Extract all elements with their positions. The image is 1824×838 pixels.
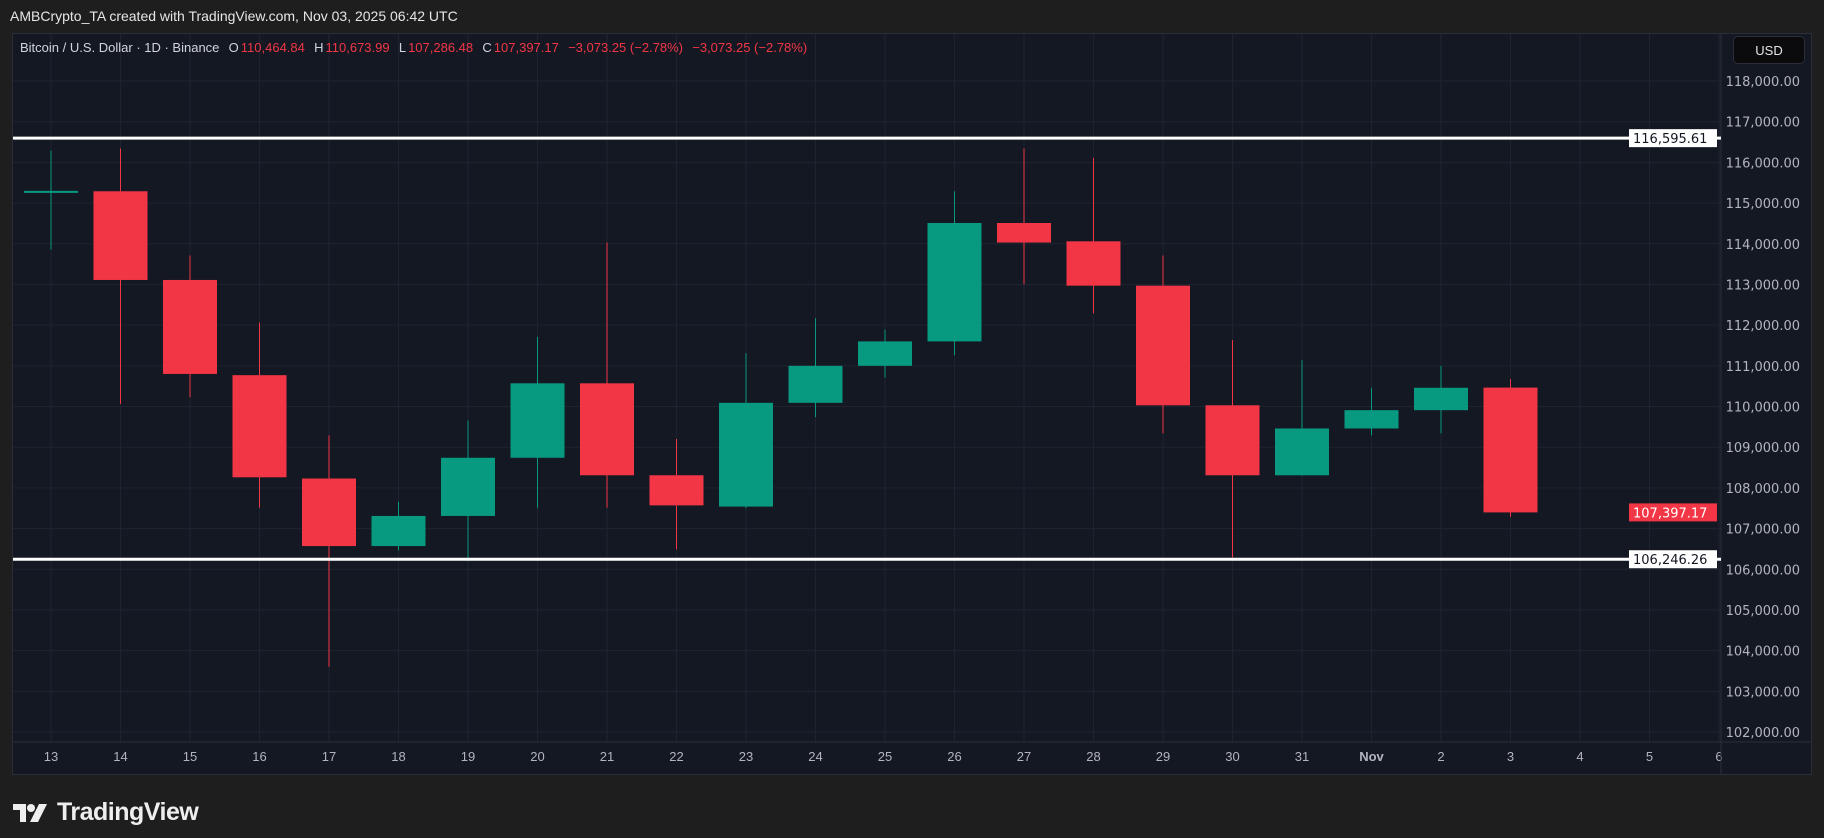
- change-value-2: −3,073.25 (−2.78%): [692, 40, 808, 55]
- x-tick-label: 28: [1086, 749, 1100, 764]
- y-tick-label: 102,000.00: [1726, 726, 1800, 741]
- candle-body: [997, 222, 1051, 243]
- candle-body: [649, 475, 704, 506]
- x-tick-label: 19: [461, 749, 475, 764]
- y-tick-label: 107,000.00: [1726, 523, 1800, 538]
- candle-body: [1136, 285, 1190, 406]
- y-tick-label: 116,000.00: [1726, 156, 1800, 171]
- close-label: C: [482, 40, 492, 55]
- tradingview-logo[interactable]: TradingView: [13, 798, 199, 827]
- last-price-label: 107,397.17: [1633, 506, 1707, 521]
- open-value: 110,464.84: [240, 40, 305, 55]
- last-price-tag: [1629, 503, 1717, 522]
- candle-body: [1344, 410, 1399, 429]
- level-price-tag: [1629, 550, 1717, 569]
- y-tick-label: 114,000.00: [1726, 238, 1800, 253]
- candle-body: [580, 383, 634, 476]
- high-value: 110,673.99: [325, 40, 390, 55]
- x-tick-label: 22: [669, 749, 683, 764]
- low-label: L: [398, 40, 407, 55]
- y-tick-label: 117,000.00: [1726, 116, 1800, 131]
- ohlc-legend: Bitcoin / U.S. Dollar · 1D · Binance O 11…: [20, 40, 809, 55]
- brand-name: TradingView: [57, 798, 199, 826]
- y-tick-label: 109,000.00: [1726, 441, 1800, 456]
- x-tick-label: 23: [739, 749, 753, 764]
- x-tick-label: 3: [1507, 749, 1514, 764]
- x-tick-label: 21: [600, 749, 614, 764]
- x-tick-label: 4: [1576, 749, 1583, 764]
- candle-body: [163, 279, 217, 374]
- x-tick-label: 24: [808, 749, 822, 764]
- open-label: O: [228, 40, 239, 55]
- x-tick-label: 25: [878, 749, 892, 764]
- level-price-label: 116,595.61: [1633, 132, 1707, 147]
- x-tick-label: 20: [530, 749, 544, 764]
- currency-button[interactable]: USD: [1733, 36, 1805, 64]
- chart-credit: AMBCrypto_TA created with TradingView.co…: [10, 8, 458, 24]
- low-value: 107,286.48: [408, 40, 474, 55]
- x-tick-label: 27: [1017, 749, 1031, 764]
- candle-body: [302, 478, 356, 547]
- x-tick-label: 15: [183, 749, 197, 764]
- level-price-label: 106,246.26: [1633, 553, 1707, 568]
- candle-body: [371, 515, 426, 547]
- high-label: H: [314, 40, 324, 55]
- y-tick-label: 105,000.00: [1726, 604, 1800, 619]
- y-tick-label: 113,000.00: [1726, 278, 1800, 293]
- x-tick-label: 30: [1225, 749, 1239, 764]
- candle-body: [1275, 428, 1329, 476]
- x-tick-label: 31: [1295, 749, 1309, 764]
- tradingview-logo-icon: [13, 803, 47, 822]
- candle-body: [719, 402, 773, 507]
- x-tick-label: 2: [1437, 749, 1444, 764]
- candle-body: [510, 383, 565, 458]
- x-tick-label: 6: [1715, 749, 1722, 764]
- candle-body: [1414, 387, 1468, 411]
- candle-body: [232, 375, 287, 478]
- candle-body: [927, 222, 982, 342]
- candle-body: [1483, 387, 1538, 513]
- y-tick-label: 115,000.00: [1726, 197, 1800, 212]
- close-value: 107,397.17: [493, 40, 559, 55]
- x-tick-label: 5: [1646, 749, 1653, 764]
- y-tick-label: 112,000.00: [1726, 319, 1800, 334]
- change-value: −3,073.25 (−2.78%): [568, 40, 684, 55]
- y-tick-label: 106,000.00: [1726, 563, 1800, 578]
- y-tick-label: 118,000.00: [1726, 75, 1800, 90]
- x-tick-label: Nov: [1359, 749, 1384, 764]
- x-tick-label: 26: [947, 749, 961, 764]
- y-tick-label: 103,000.00: [1726, 685, 1800, 700]
- x-tick-label: 17: [322, 749, 336, 764]
- symbol-label[interactable]: Bitcoin / U.S. Dollar · 1D · Binance: [20, 40, 220, 55]
- candle-body: [858, 341, 912, 366]
- x-tick-label: 18: [391, 749, 405, 764]
- candle-body: [441, 457, 495, 516]
- x-tick-label: 14: [113, 749, 127, 764]
- candle-body: [1066, 241, 1121, 286]
- x-tick-label: 13: [44, 749, 58, 764]
- candle-body: [788, 365, 843, 403]
- y-tick-label: 108,000.00: [1726, 482, 1800, 497]
- x-tick-label: 16: [252, 749, 266, 764]
- y-tick-label: 110,000.00: [1726, 401, 1800, 416]
- level-price-tag: [1629, 129, 1717, 148]
- candle-body: [24, 190, 78, 193]
- x-tick-label: 29: [1156, 749, 1170, 764]
- candle-body: [1205, 405, 1260, 476]
- candle-body: [93, 191, 148, 280]
- y-tick-label: 111,000.00: [1726, 360, 1800, 375]
- y-tick-label: 104,000.00: [1726, 645, 1800, 660]
